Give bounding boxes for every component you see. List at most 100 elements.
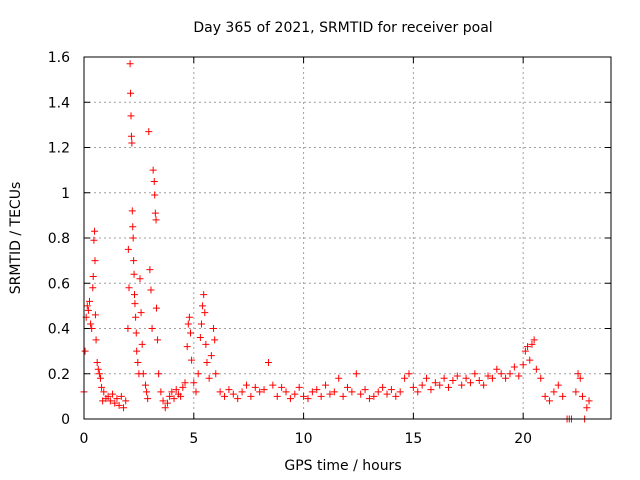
data-point — [251, 383, 259, 391]
data-point — [148, 325, 156, 332]
data-point — [172, 386, 180, 394]
data-point — [89, 284, 97, 292]
data-point — [197, 320, 205, 328]
data-point — [211, 336, 219, 344]
data-point — [339, 392, 347, 400]
data-point — [440, 374, 448, 382]
data-point — [129, 223, 137, 231]
x-tick-label: 10 — [295, 431, 313, 447]
data-point — [466, 379, 474, 387]
y-tick-label: 0.8 — [48, 231, 70, 247]
y-tick-label: 1.4 — [48, 95, 70, 111]
data-point — [427, 386, 435, 394]
data-point — [273, 392, 281, 400]
data-point — [186, 329, 194, 337]
data-point — [179, 383, 187, 391]
data-point — [510, 363, 518, 371]
data-point — [256, 388, 264, 396]
data-series — [80, 60, 593, 423]
data-point — [216, 388, 224, 396]
data-point — [521, 347, 529, 355]
data-point — [295, 383, 303, 391]
data-point — [210, 325, 218, 332]
data-point — [163, 399, 171, 407]
data-point — [578, 392, 586, 400]
data-point — [576, 374, 584, 382]
data-point — [530, 336, 538, 344]
data-point — [493, 365, 501, 373]
data-point — [199, 302, 207, 310]
data-point — [151, 191, 159, 199]
data-point — [85, 297, 93, 305]
data-point — [247, 392, 255, 400]
data-point — [87, 320, 95, 328]
data-point — [125, 284, 133, 292]
data-point — [96, 374, 104, 382]
y-tick-label: 1 — [61, 186, 70, 202]
data-point — [348, 388, 356, 396]
data-point — [127, 112, 135, 120]
data-point — [127, 132, 135, 140]
data-point — [344, 383, 351, 391]
data-point — [104, 392, 112, 400]
data-point — [401, 374, 409, 382]
data-point — [238, 388, 246, 396]
data-point — [146, 266, 154, 274]
data-point — [202, 340, 210, 348]
data-point — [414, 388, 422, 396]
data-point — [352, 370, 360, 378]
data-point — [109, 390, 117, 398]
data-point — [113, 395, 121, 403]
y-tick-label: 0 — [61, 412, 70, 428]
data-point — [149, 166, 157, 174]
data-point — [431, 379, 439, 387]
data-point — [383, 390, 391, 398]
data-point — [181, 379, 189, 387]
data-point — [192, 388, 200, 396]
data-point — [95, 370, 103, 378]
data-point — [130, 270, 138, 278]
data-point — [126, 60, 134, 68]
data-point — [484, 372, 492, 380]
data-point — [200, 291, 208, 299]
data-point — [528, 340, 536, 348]
chart-title: Day 365 of 2021, SRMTID for receiver poa… — [193, 20, 492, 36]
y-tick-label: 1.2 — [48, 141, 70, 157]
data-point — [124, 245, 132, 253]
data-point — [130, 257, 138, 265]
data-point — [120, 404, 128, 412]
data-point — [152, 216, 160, 224]
data-point — [98, 383, 106, 391]
data-point — [541, 392, 549, 400]
data-point — [317, 392, 325, 400]
data-point — [418, 381, 426, 389]
data-point — [155, 370, 163, 378]
x-axis-label: GPS time / hours — [284, 458, 401, 474]
data-point — [370, 392, 378, 400]
data-point — [159, 397, 167, 405]
data-point — [532, 365, 540, 373]
data-point — [304, 395, 312, 403]
data-point — [308, 388, 316, 396]
data-point — [134, 358, 142, 366]
data-point — [83, 302, 91, 310]
data-point — [335, 374, 343, 382]
data-point — [144, 395, 152, 403]
data-point — [497, 370, 505, 378]
data-point — [488, 374, 496, 382]
data-point — [143, 388, 151, 396]
data-point — [91, 257, 99, 265]
data-point — [526, 356, 534, 364]
data-point — [190, 379, 198, 387]
data-point — [405, 370, 413, 378]
data-point — [128, 139, 136, 147]
data-point — [122, 397, 130, 405]
data-point — [166, 392, 174, 400]
data-point — [480, 381, 488, 389]
data-point — [475, 377, 483, 385]
data-point — [264, 358, 272, 366]
data-point — [574, 370, 582, 378]
data-point — [537, 374, 545, 382]
data-point — [151, 209, 159, 217]
data-point — [91, 227, 99, 235]
